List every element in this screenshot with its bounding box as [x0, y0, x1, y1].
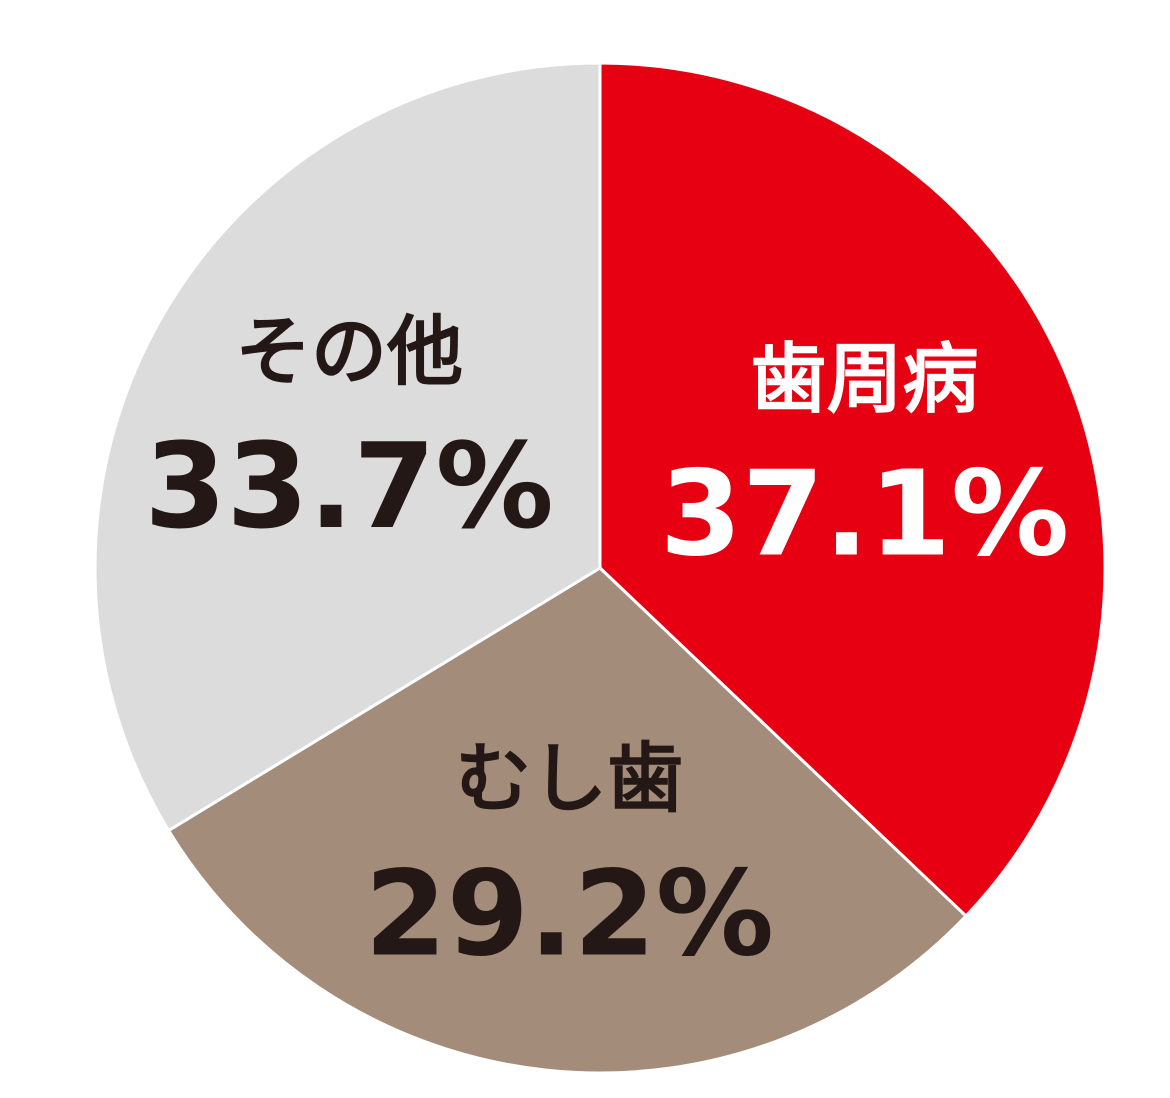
slice-value: 37.1%	[660, 445, 1069, 583]
slice-value: 33.7%	[144, 417, 553, 555]
slice-name: むし歯	[455, 734, 683, 823]
slice-name: その他	[235, 307, 463, 396]
slice-value: 29.2%	[365, 844, 774, 982]
slice-name: 歯周病	[751, 334, 979, 423]
pie-slice	[93, 61, 602, 833]
pie-slice	[166, 566, 969, 1075]
pie-slice	[598, 61, 1107, 919]
